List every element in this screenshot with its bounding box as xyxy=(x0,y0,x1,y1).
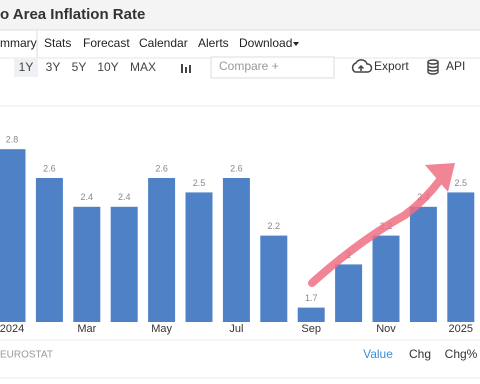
view-button[interactable]: Value xyxy=(363,347,393,361)
value-label: 2.8 xyxy=(6,135,19,145)
range-selector: 1Y 3Y 5Y 10Y MAX xyxy=(14,59,156,77)
bar xyxy=(185,192,213,322)
bar xyxy=(148,178,176,322)
tab[interactable]: mmary xyxy=(0,36,37,50)
x-tick-label: May xyxy=(151,323,172,335)
chart-type-icon[interactable] xyxy=(181,64,191,73)
title-bar xyxy=(0,0,480,30)
bar xyxy=(110,206,138,322)
page-title: o Area Inflation Rate xyxy=(0,6,145,23)
range-button[interactable]: MAX xyxy=(130,60,156,74)
x-tick-label: Jul xyxy=(229,323,243,335)
view-button[interactable]: Chg xyxy=(409,347,431,361)
value-label: 2.5 xyxy=(455,178,468,188)
bar xyxy=(297,307,325,322)
source: EUROSTAT xyxy=(0,350,53,361)
bar xyxy=(73,206,101,322)
dropdown-caret[interactable] xyxy=(293,42,299,46)
tab[interactable]: Download xyxy=(239,36,292,50)
bar xyxy=(372,235,400,322)
bar xyxy=(447,192,475,322)
tab[interactable]: Calendar xyxy=(139,36,188,50)
value-label: 1.7 xyxy=(305,293,318,303)
view-button[interactable]: Chg% xyxy=(445,347,478,361)
value-label: 2.2 xyxy=(268,221,281,231)
bar xyxy=(35,178,63,322)
trend-arrow xyxy=(308,163,455,287)
value-label: 2.6 xyxy=(230,163,243,173)
bar xyxy=(0,149,26,322)
range-button[interactable]: 3Y xyxy=(46,60,61,74)
range-button[interactable]: 5Y xyxy=(72,60,87,74)
bar xyxy=(222,178,250,322)
range-button[interactable]: 1Y xyxy=(19,60,34,74)
value-label: 2.4 xyxy=(81,192,94,202)
range-button[interactable]: 10Y xyxy=(97,60,118,74)
x-tick-label: 2025 xyxy=(449,323,473,335)
export-button[interactable]: Export xyxy=(374,59,409,73)
api-button[interactable]: API xyxy=(446,59,465,73)
tab[interactable]: Stats xyxy=(44,36,71,50)
value-label: 2.4 xyxy=(118,192,131,202)
x-tick-label: 2024 xyxy=(0,323,24,335)
chart: 2.8 2024 2.6 2.4 Mar 2.4 2.6 May 2.5 2.6 Jul 2.2 1.7… xyxy=(0,135,475,335)
tab[interactable]: Alerts xyxy=(198,36,229,50)
x-tick-label: Nov xyxy=(376,323,396,335)
value-label: 2.6 xyxy=(155,163,168,173)
api-icon[interactable] xyxy=(427,59,439,75)
bar xyxy=(260,235,288,322)
export-icon[interactable] xyxy=(351,59,373,73)
value-label: 2.5 xyxy=(193,178,206,188)
view-buttons: Value Chg Chg% xyxy=(363,347,478,361)
x-tick-label: Sep xyxy=(301,323,321,335)
value-label: 2.6 xyxy=(43,163,56,173)
range-active xyxy=(14,59,38,77)
x-tick-label: Mar xyxy=(77,323,96,335)
tab-bar: mmary Stats Forecast Calendar Alerts Download xyxy=(0,31,299,58)
bar xyxy=(335,264,363,322)
tab[interactable]: Forecast xyxy=(83,36,130,50)
bar xyxy=(409,206,437,322)
compare-placeholder: Compare + xyxy=(219,59,279,73)
compare-input[interactable] xyxy=(210,56,335,79)
